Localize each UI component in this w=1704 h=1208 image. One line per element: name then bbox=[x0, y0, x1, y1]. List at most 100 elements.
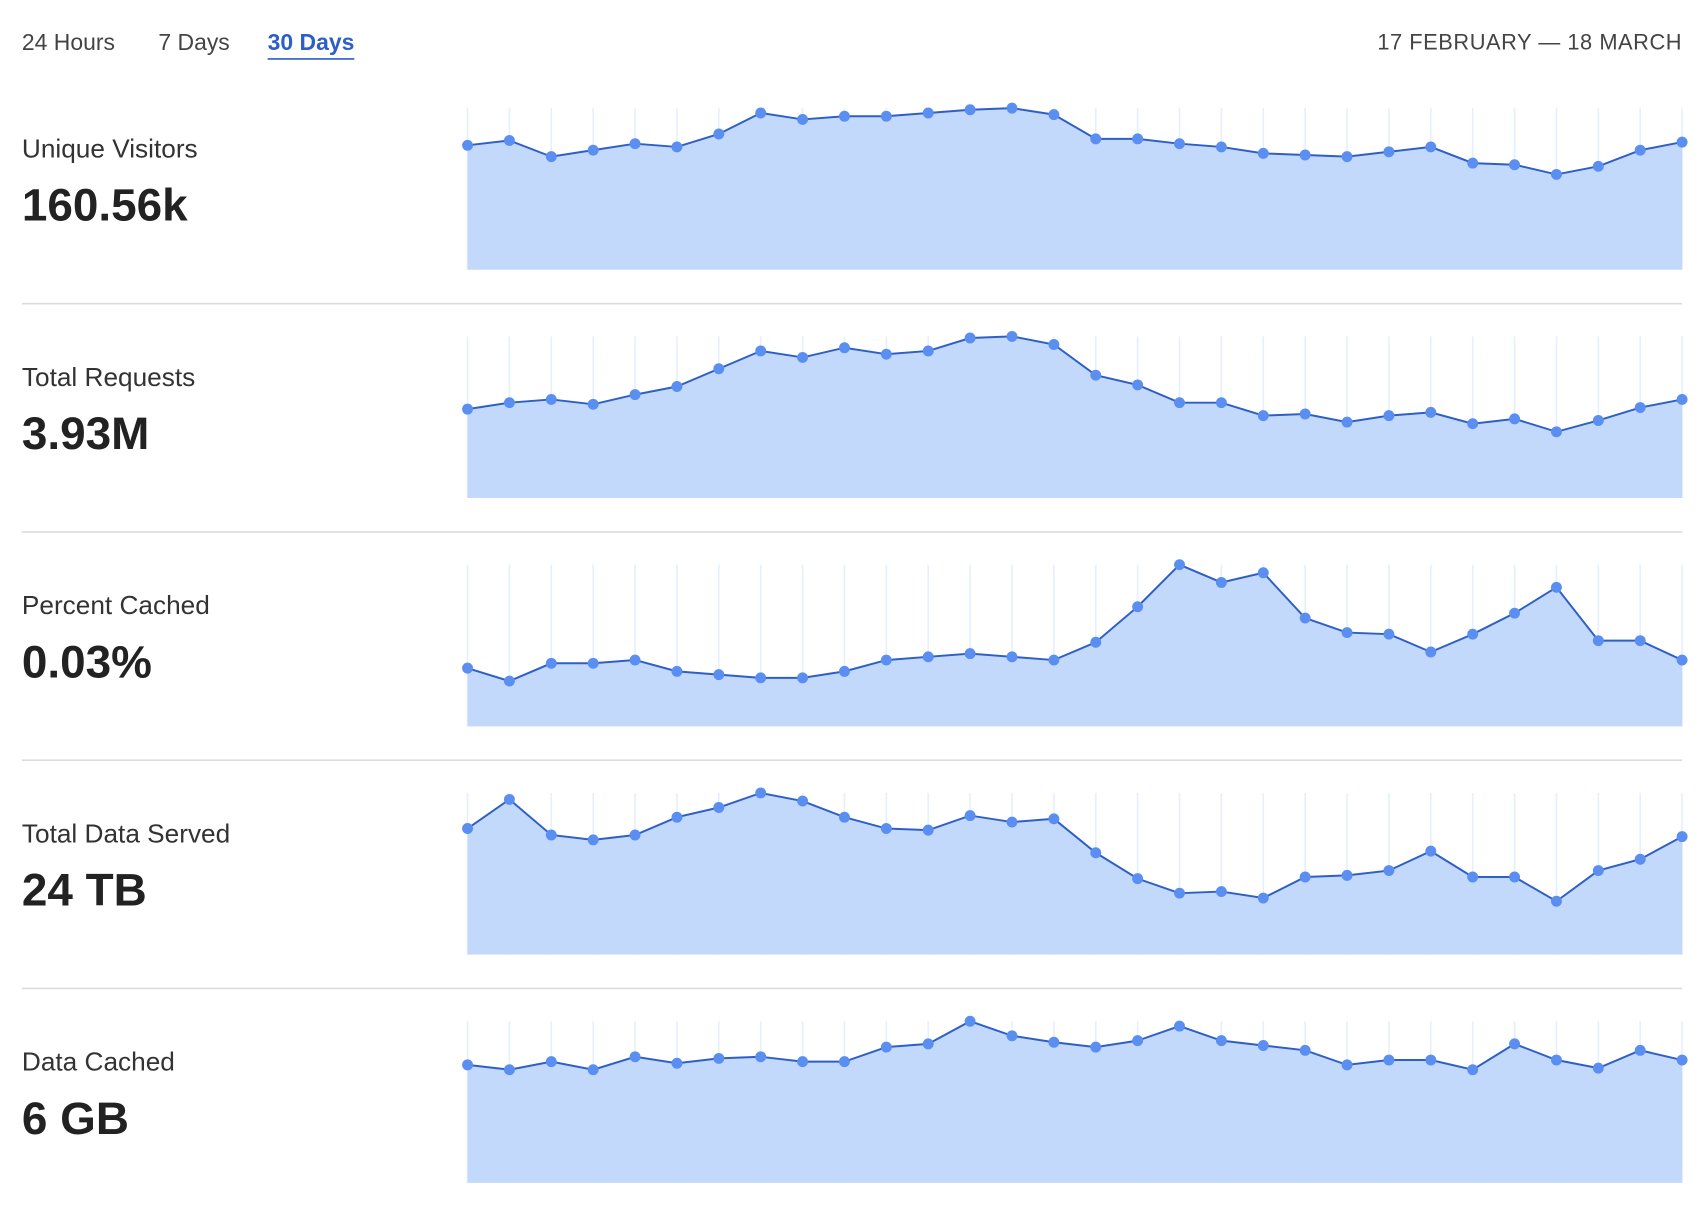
area-fill bbox=[467, 108, 1683, 270]
point bbox=[964, 332, 976, 344]
point bbox=[1048, 813, 1060, 825]
tab[interactable]: 30 Days bbox=[268, 29, 355, 55]
point bbox=[1592, 160, 1604, 172]
point bbox=[462, 662, 473, 674]
point bbox=[587, 144, 599, 156]
tab[interactable]: 7 Days bbox=[158, 29, 229, 55]
point bbox=[1425, 141, 1437, 153]
point bbox=[713, 669, 725, 681]
point bbox=[755, 1051, 767, 1063]
point bbox=[713, 363, 725, 375]
point bbox=[797, 113, 809, 125]
point bbox=[1592, 1062, 1604, 1074]
point bbox=[880, 348, 892, 360]
tab[interactable]: 24 Hours bbox=[22, 29, 115, 55]
point bbox=[1634, 1044, 1646, 1056]
point bbox=[1383, 410, 1395, 422]
point bbox=[1215, 886, 1227, 898]
point bbox=[922, 1038, 934, 1050]
point bbox=[671, 811, 683, 823]
point bbox=[1383, 865, 1395, 877]
point bbox=[1634, 144, 1646, 156]
point bbox=[1174, 887, 1185, 899]
point bbox=[755, 787, 767, 799]
metric-title: Data Cached bbox=[22, 1047, 175, 1077]
point bbox=[1509, 1038, 1521, 1050]
point bbox=[462, 1059, 473, 1071]
point bbox=[839, 342, 850, 354]
metric-value: 0.03% bbox=[22, 635, 152, 687]
point bbox=[1383, 628, 1395, 640]
point bbox=[503, 134, 515, 146]
point bbox=[1383, 1054, 1395, 1066]
point bbox=[1341, 151, 1353, 163]
point bbox=[1048, 109, 1060, 121]
point bbox=[880, 1041, 892, 1053]
point bbox=[839, 1056, 850, 1068]
point bbox=[1299, 871, 1311, 883]
point bbox=[1676, 654, 1688, 666]
point bbox=[1215, 141, 1227, 153]
point bbox=[1425, 406, 1437, 418]
point bbox=[1174, 138, 1185, 150]
point bbox=[1634, 853, 1646, 865]
point bbox=[629, 389, 641, 401]
point bbox=[1550, 895, 1562, 907]
point bbox=[713, 128, 725, 140]
point bbox=[1090, 847, 1102, 859]
point bbox=[1090, 133, 1102, 145]
line bbox=[467, 335, 1683, 433]
point bbox=[1048, 654, 1060, 666]
metric-title: Unique Visitors bbox=[22, 134, 198, 164]
point bbox=[1467, 418, 1479, 430]
point bbox=[1090, 1041, 1102, 1053]
point bbox=[587, 657, 599, 669]
point bbox=[1299, 1044, 1311, 1056]
point bbox=[1592, 415, 1604, 426]
point bbox=[1592, 635, 1604, 647]
point bbox=[462, 823, 473, 834]
point bbox=[1676, 831, 1688, 843]
point bbox=[545, 829, 557, 841]
point bbox=[1132, 379, 1144, 391]
metric-value: 3.93M bbox=[22, 407, 149, 459]
line bbox=[466, 791, 1683, 903]
point bbox=[1174, 559, 1185, 571]
point bbox=[1174, 397, 1185, 409]
point bbox=[1425, 845, 1437, 857]
point bbox=[1467, 871, 1479, 883]
point bbox=[1215, 577, 1227, 588]
point bbox=[671, 381, 683, 392]
metric-value: 160.56k bbox=[22, 179, 188, 231]
point bbox=[1090, 636, 1102, 648]
point bbox=[1299, 612, 1311, 624]
area-fill bbox=[467, 792, 1683, 955]
point bbox=[1467, 1064, 1479, 1076]
point bbox=[1006, 651, 1018, 663]
point bbox=[1509, 607, 1521, 619]
point bbox=[1383, 146, 1395, 158]
point bbox=[629, 1051, 641, 1063]
point bbox=[1006, 330, 1018, 342]
point bbox=[797, 795, 809, 807]
point bbox=[755, 345, 767, 357]
point bbox=[880, 654, 892, 666]
metric-value: 24 TB bbox=[22, 864, 147, 916]
point bbox=[1509, 871, 1521, 883]
point bbox=[1634, 635, 1646, 647]
point bbox=[1592, 865, 1604, 877]
point bbox=[922, 345, 934, 357]
point bbox=[964, 104, 976, 116]
point bbox=[503, 1064, 515, 1076]
point bbox=[1215, 397, 1227, 409]
point bbox=[1257, 410, 1269, 422]
point bbox=[1299, 408, 1311, 420]
date-range: 17 FEBRUARY — 18 MARCH bbox=[1377, 29, 1682, 54]
point bbox=[922, 651, 934, 663]
point bbox=[1257, 1040, 1269, 1051]
point bbox=[1006, 1030, 1018, 1042]
point bbox=[1550, 1054, 1562, 1066]
point bbox=[964, 1015, 976, 1027]
point bbox=[839, 811, 850, 823]
